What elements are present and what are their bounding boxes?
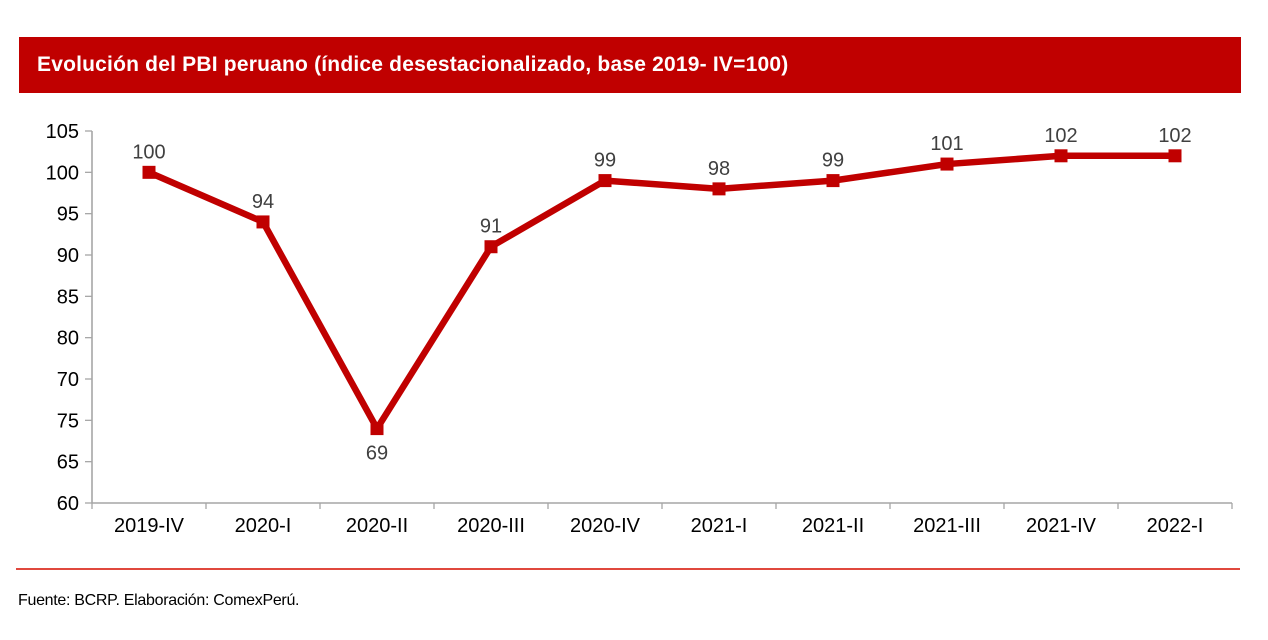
data-point-label: 100 — [132, 141, 165, 163]
data-point-marker — [940, 157, 954, 171]
data-point-marker — [256, 215, 270, 229]
data-point-label: 98 — [708, 158, 730, 180]
y-axis-tick-label: 100 — [46, 162, 79, 184]
data-point-label: 99 — [594, 150, 616, 172]
data-point-label: 99 — [822, 150, 844, 172]
y-axis-tick-label: 95 — [57, 204, 79, 226]
x-axis-tick-label: 2020-IV — [570, 515, 641, 537]
y-axis-tick-label: 65 — [57, 452, 79, 474]
data-point-marker — [598, 174, 612, 188]
y-axis-tick-label: 90 — [57, 245, 79, 267]
chart-title-bar: Evolución del PBI peruano (índice desest… — [19, 37, 1241, 93]
series-line — [145, 152, 1179, 432]
source-note: Fuente: BCRP. Elaboración: ComexPerú. — [18, 592, 300, 609]
data-point-marker — [1054, 149, 1068, 163]
data-point-marker — [1168, 149, 1182, 163]
y-axis-tick-label: 75 — [57, 410, 79, 432]
data-point-label: 94 — [252, 191, 274, 213]
x-axis-tick-label: 2021-IV — [1026, 515, 1097, 537]
y-axis-tick-label: 85 — [57, 286, 79, 308]
data-point-marker — [370, 422, 384, 436]
x-axis-tick-label: 2021-III — [913, 515, 981, 537]
data-point-label: 101 — [930, 133, 963, 155]
data-point-label: 102 — [1044, 125, 1077, 147]
chart-title: Evolución del PBI peruano (índice desest… — [37, 53, 789, 76]
x-axis-tick-label: 2019-IV — [114, 515, 185, 537]
x-axis-tick-label: 2022-I — [1147, 515, 1204, 537]
data-point-label: 69 — [366, 443, 388, 465]
data-point-marker — [142, 165, 156, 179]
y-axis-tick-label: 80 — [57, 328, 79, 350]
data-point-label: 102 — [1158, 125, 1191, 147]
y-axis-tick-label: 70 — [57, 369, 79, 391]
footer-divider — [16, 568, 1240, 570]
data-point-marker — [484, 240, 498, 254]
x-axis-tick-label: 2020-III — [457, 515, 525, 537]
x-axis-tick-label: 2021-I — [691, 515, 748, 537]
x-axis-tick-label: 2021-II — [802, 515, 864, 537]
y-axis-tick-label: 105 — [46, 121, 79, 143]
x-axis-tick-label: 2020-I — [235, 515, 292, 537]
data-point-marker — [826, 174, 840, 188]
x-axis-tick-label: 2020-II — [346, 515, 408, 537]
y-axis-tick-label: 60 — [57, 493, 79, 515]
data-point-marker — [712, 182, 726, 196]
data-point-label: 91 — [480, 216, 502, 238]
